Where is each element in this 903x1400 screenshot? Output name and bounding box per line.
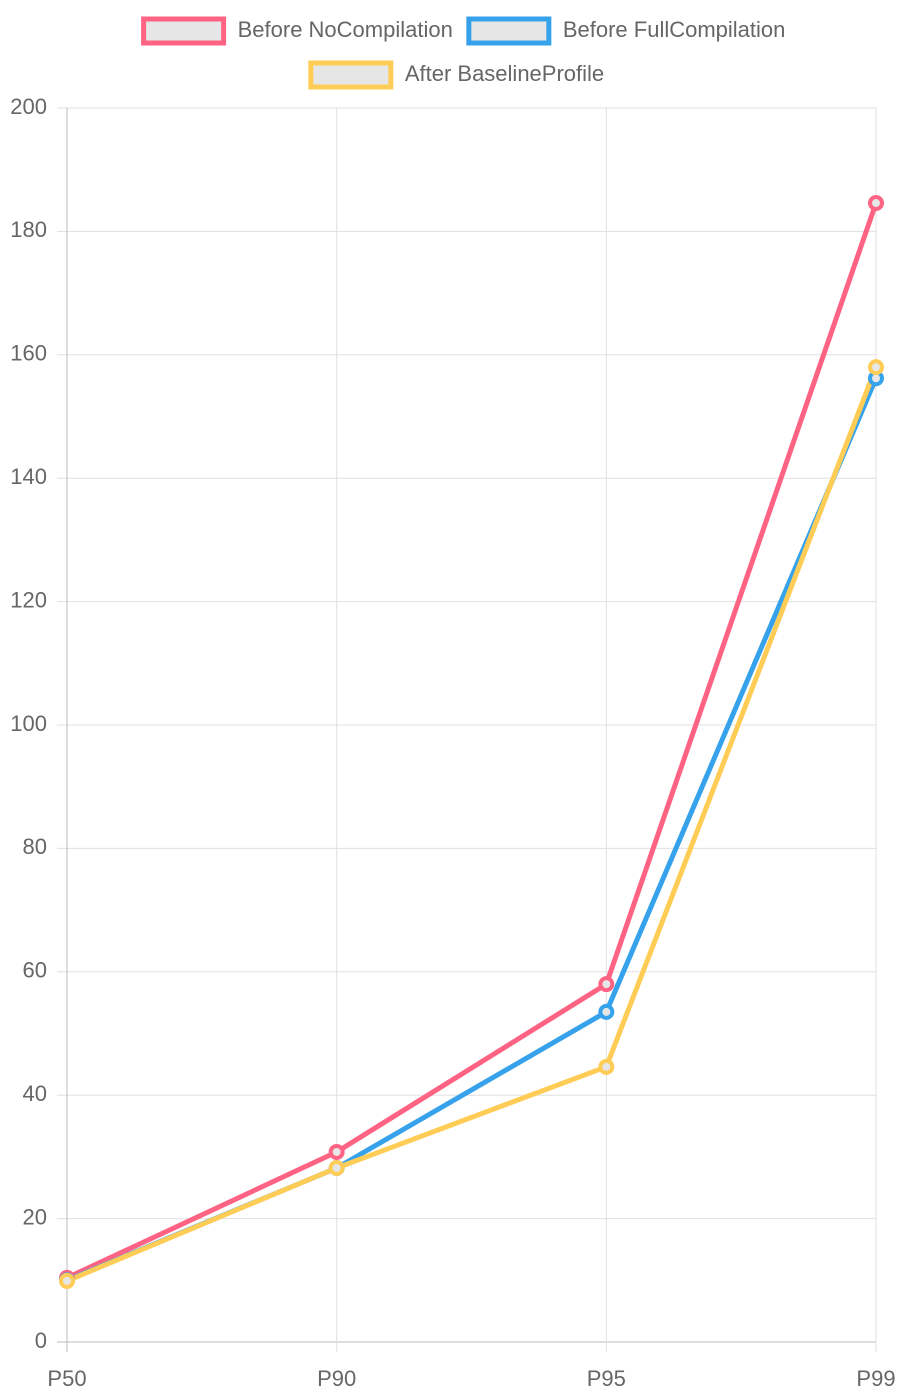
series-line	[66, 377, 879, 1283]
y-tick-label: 60	[23, 958, 47, 983]
legend-label: After BaselineProfile	[405, 61, 604, 86]
data-point	[598, 976, 615, 993]
y-tick-label: 20	[23, 1204, 47, 1229]
legend-swatch	[308, 60, 394, 90]
x-tick-label: P95	[587, 1366, 626, 1391]
y-tick-label: 80	[23, 834, 47, 859]
x-tick-label: P90	[317, 1366, 356, 1391]
y-tick-label: 140	[10, 464, 47, 489]
y-tick-label: 120	[10, 587, 47, 612]
y-tick-label: 180	[10, 217, 47, 242]
data-point	[868, 359, 884, 376]
legend-label: Before FullCompilation	[563, 17, 786, 42]
y-tick-label: 0	[35, 1328, 47, 1353]
y-tick-label: 200	[10, 94, 47, 119]
y-tick-label: 160	[10, 341, 47, 366]
data-point	[59, 1272, 75, 1289]
data-point	[598, 1003, 615, 1020]
data-point	[328, 1160, 345, 1177]
x-tick-label: P50	[47, 1366, 86, 1391]
legend-swatch	[141, 16, 227, 46]
series-line	[66, 366, 879, 1284]
data-point	[868, 195, 884, 212]
series-line	[65, 202, 879, 1281]
y-tick-label: 100	[10, 711, 47, 736]
x-tick-label: P99	[856, 1366, 895, 1391]
legend-swatch	[466, 16, 552, 46]
y-tick-label: 40	[23, 1081, 47, 1106]
legend-label: Before NoCompilation	[238, 17, 453, 42]
data-point	[328, 1143, 345, 1160]
data-point	[598, 1058, 615, 1075]
